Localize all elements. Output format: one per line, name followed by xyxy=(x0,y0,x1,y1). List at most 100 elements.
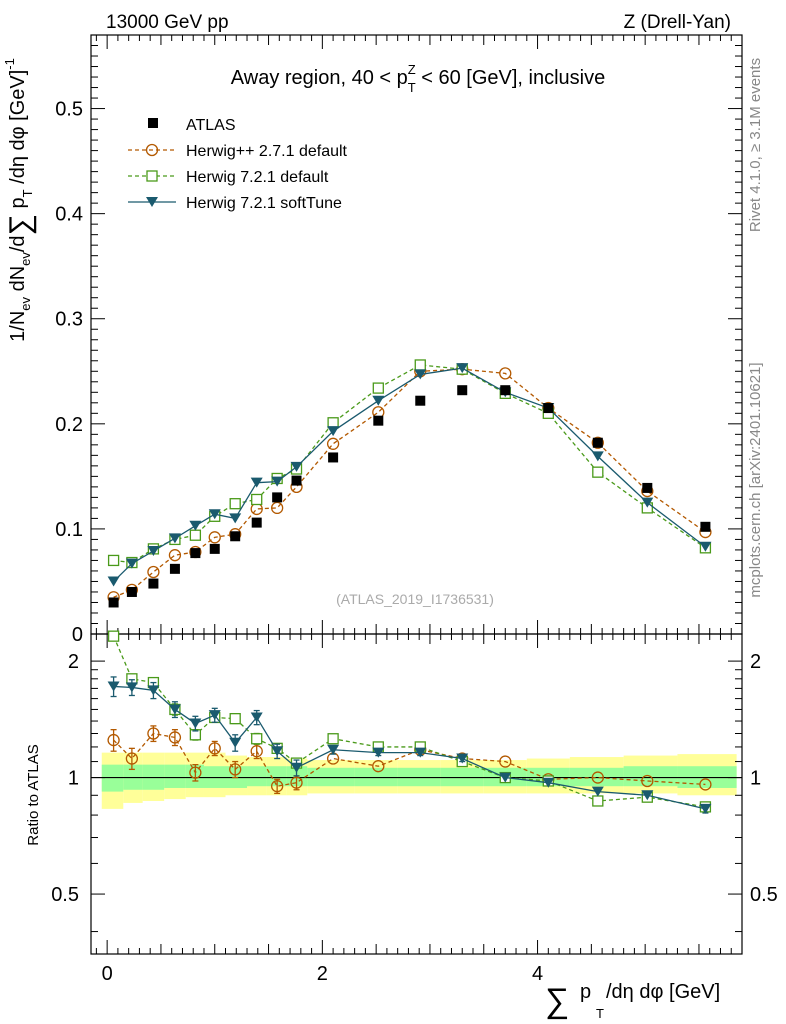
ratio-point-herwig-2-7-1-default xyxy=(168,731,182,744)
chart-title: Away region, 40 < pZ T < 60 [GeV], inclus… xyxy=(231,62,605,95)
point-atlas xyxy=(642,482,653,493)
legend-entry-atlas: ATLAS xyxy=(148,117,236,134)
ratio-point-herwig-7-2-1-softtune xyxy=(699,803,712,814)
point-atlas xyxy=(272,492,283,503)
ratio-point-herwig-7-2-1-softtune xyxy=(208,710,221,721)
x-tick-label: 4 xyxy=(532,963,543,985)
point-atlas xyxy=(148,578,159,589)
legend-label-herwigpp: Herwig++ 2.7.1 default xyxy=(186,143,348,160)
svg-text:p: p xyxy=(580,981,591,1003)
ratio-point-herwig-2-7-1-default xyxy=(107,733,120,747)
ratio-tick-label: 0.5 xyxy=(51,884,79,906)
point-atlas xyxy=(169,563,180,574)
point-atlas xyxy=(190,548,201,559)
point-atlas xyxy=(126,586,137,597)
y-tick-label: 0.3 xyxy=(55,309,83,331)
point-herwig-2-7-1-default xyxy=(147,565,160,579)
header-collision: 13000 GeV pp xyxy=(106,12,229,33)
ratio-point-herwig-7-2-1-default xyxy=(327,733,339,745)
point-herwig-2-7-1-default xyxy=(591,436,604,449)
ratio-point-herwig-2-7-1-default xyxy=(208,742,221,755)
ratio-point-herwig-2-7-1-default xyxy=(147,727,160,740)
ratio-point-herwig-7-2-1-softtune xyxy=(271,746,284,757)
mcplots-label: mcplots.cern.ch [arXiv:2401.10621] xyxy=(747,362,764,597)
point-herwig-7-2-1-softtune xyxy=(456,363,469,374)
ratio-point-herwig-7-2-1-default xyxy=(251,733,263,745)
point-herwig-7-2-1-default xyxy=(107,554,120,567)
ratio-point-herwig-7-2-1-softtune xyxy=(414,747,427,758)
ratio-point-herwig-7-2-1-softtune xyxy=(250,712,263,723)
ratio-point-herwig-2-7-1-default xyxy=(591,771,604,784)
point-herwig-7-2-1-softtune xyxy=(699,541,712,552)
point-herwig-7-2-1-softtune xyxy=(641,497,654,508)
point-atlas xyxy=(108,597,119,608)
band-inner xyxy=(266,766,287,787)
ratio-point-herwig-2-7-1-default xyxy=(271,780,284,793)
header-process: Z (Drell-Yan) xyxy=(624,12,731,33)
point-herwig-7-2-1-softtune xyxy=(290,461,303,472)
point-herwig-2-7-1-default xyxy=(168,549,182,562)
ratio-series-layer xyxy=(107,630,712,814)
legend-entry-herwig7-default: Herwig 7.2.1 default xyxy=(128,169,329,186)
ratio-tick-label: 2 xyxy=(68,651,79,673)
series-line-herwig-7-2-1-softtune xyxy=(113,367,706,582)
ratio-point-herwig-7-2-1-softtune xyxy=(456,753,469,764)
point-herwig-7-2-1-default xyxy=(229,498,241,510)
point-herwig-7-2-1-softtune xyxy=(414,369,427,380)
point-herwig-7-2-1-default xyxy=(372,382,384,394)
y-tick-label: 0.1 xyxy=(55,519,83,541)
ratio-point-herwig-7-2-1-softtune xyxy=(542,777,555,788)
y-tick-label: 0.4 xyxy=(55,204,83,226)
point-atlas xyxy=(415,395,426,406)
ratio-point-herwig-7-2-1-softtune xyxy=(125,682,138,693)
point-herwig-7-2-1-softtune xyxy=(107,576,120,587)
legend-label-herwig7-default: Herwig 7.2.1 default xyxy=(186,169,329,186)
point-atlas xyxy=(251,517,262,528)
ratio-point-herwig-7-2-1-default xyxy=(592,795,604,807)
ratio-point-herwig-2-7-1-default xyxy=(641,774,654,788)
svg-text:∑: ∑ xyxy=(545,982,569,1020)
point-herwig-7-2-1-softtune xyxy=(208,509,221,520)
point-herwig-7-2-1-default xyxy=(251,493,263,506)
ratio-point-herwig-7-2-1-default xyxy=(107,630,120,642)
ratio-point-herwig-7-2-1-softtune xyxy=(147,685,160,696)
ratio-point-herwig-2-7-1-default xyxy=(499,755,512,768)
svg-text:1/Nev dNev/d∑ pT /dη dφ [GeV]: 1/Nev dNev/d∑ pT /dη dφ [GeV]-1 xyxy=(2,58,37,342)
analysis-id-watermark: (ATLAS_2019_I1736531) xyxy=(336,591,494,607)
point-herwig-7-2-1-softtune xyxy=(250,477,263,488)
y-tick-label: 0.5 xyxy=(55,99,83,121)
ratio-tick-label-right: 2 xyxy=(750,651,761,673)
ratio-point-herwig-2-7-1-default xyxy=(229,763,242,776)
legend: ATLAS Herwig++ 2.7.1 default Herwig 7.2.… xyxy=(128,117,348,212)
ratio-point-herwig-7-2-1-softtune xyxy=(641,790,654,801)
ratio-axis-title: Ratio to ATLAS xyxy=(25,744,42,845)
svg-text:/dη dφ [GeV]: /dη dφ [GeV] xyxy=(606,981,720,1003)
ratio-tick-label-right: 1 xyxy=(750,768,761,790)
point-herwig-7-2-1-softtune xyxy=(125,558,138,569)
y-axis-title: 1/Nev dNev/d∑ pT /dη dφ [GeV]-1 xyxy=(2,58,37,342)
point-atlas xyxy=(373,415,384,426)
ratio-tick-label-right: 0.5 xyxy=(750,884,778,906)
point-herwig-7-2-1-default xyxy=(189,529,202,541)
y-tick-label: 0.2 xyxy=(55,414,83,436)
ratio-point-herwig-7-2-1-softtune xyxy=(290,762,303,773)
point-atlas xyxy=(328,452,339,463)
ratio-point-herwig-2-7-1-default xyxy=(189,766,202,779)
ratio-point-herwig-7-2-1-softtune xyxy=(591,786,604,797)
ratio-point-herwig-7-2-1-default xyxy=(229,713,241,725)
ratio-point-herwig-7-2-1-softtune xyxy=(168,704,181,715)
ratio-point-herwig-7-2-1-softtune xyxy=(499,772,512,783)
point-atlas xyxy=(700,521,711,532)
ratio-point-herwig-2-7-1-default xyxy=(290,776,303,789)
legend-entry-herwig7-softtune: Herwig 7.2.1 softTune xyxy=(128,195,342,212)
point-herwig-7-2-1-default xyxy=(414,359,426,371)
point-atlas xyxy=(543,403,554,414)
ratio-panel-frame xyxy=(90,633,743,955)
ratio-point-herwig-2-7-1-default xyxy=(699,778,712,791)
ratio-tick-label: 1 xyxy=(68,768,79,790)
x-tick-label: 2 xyxy=(317,963,328,985)
legend-label-atlas: ATLAS xyxy=(186,117,236,134)
svg-text:Away region, 40 < pZT < 60 [Ge: Away region, 40 < pZ T < 60 [GeV], inclus… xyxy=(231,62,605,95)
point-atlas xyxy=(291,475,302,486)
x-axis-title: ∑ p T /dη dφ [GeV] xyxy=(545,981,720,1021)
